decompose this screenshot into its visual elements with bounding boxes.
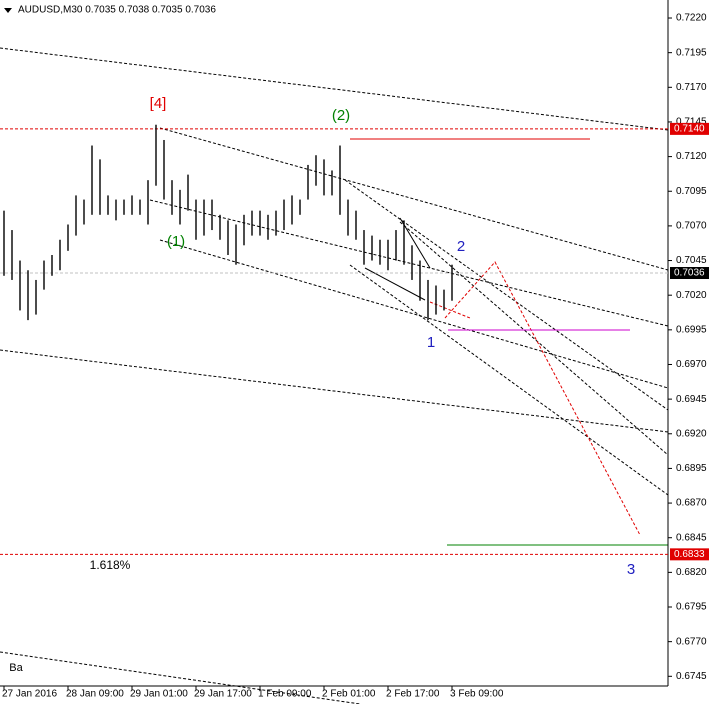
x-tick-label: 29 Jan 01:00 bbox=[130, 689, 188, 700]
trend-line bbox=[159, 127, 669, 271]
price-label-box bbox=[670, 267, 709, 280]
projection-line bbox=[444, 261, 641, 536]
y-tick-label: 0.6920 bbox=[676, 428, 707, 439]
price-label-box bbox=[670, 548, 709, 561]
trend-line bbox=[159, 239, 669, 389]
trend-line bbox=[344, 179, 669, 411]
wave-label: Ba bbox=[9, 662, 23, 674]
x-tick-label: 2 Feb 17:00 bbox=[386, 689, 440, 700]
y-tick-label: 0.6870 bbox=[676, 498, 707, 509]
y-tick-label: 0.7020 bbox=[676, 290, 707, 301]
wave-line bbox=[399, 217, 431, 269]
y-tick-label: 0.7220 bbox=[676, 13, 707, 24]
price-label: 0.7036 bbox=[674, 268, 705, 279]
x-tick-label: 2 Feb 01:00 bbox=[322, 689, 376, 700]
wave-label: 2 bbox=[457, 238, 465, 255]
trend-line bbox=[349, 264, 669, 496]
y-tick-label: 0.6895 bbox=[676, 463, 707, 474]
trend-line bbox=[149, 199, 669, 327]
y-tick-label: 0.7145 bbox=[676, 117, 707, 128]
trend-line bbox=[0, 651, 361, 705]
price-label-box bbox=[670, 122, 709, 135]
y-tick-label: 0.7195 bbox=[676, 47, 707, 58]
trend-line bbox=[0, 349, 669, 433]
wave-label: 1.618% bbox=[90, 558, 131, 572]
y-tick-label: 0.6795 bbox=[676, 602, 707, 613]
menu-icon bbox=[4, 8, 12, 13]
x-tick-label: 1 Feb 09:00 bbox=[258, 689, 312, 700]
wave-label: 3 bbox=[627, 561, 635, 578]
y-tick-label: 0.6945 bbox=[676, 394, 707, 405]
y-tick-label: 0.7045 bbox=[676, 255, 707, 266]
y-tick-label: 0.6970 bbox=[676, 359, 707, 370]
wave-label: 1 bbox=[427, 334, 435, 351]
trend-line bbox=[0, 47, 669, 131]
wave-label: (2) bbox=[332, 107, 350, 124]
price-label: 0.7140 bbox=[674, 124, 705, 135]
x-tick-label: 3 Feb 09:00 bbox=[450, 689, 504, 700]
x-tick-label: 29 Jan 17:00 bbox=[194, 689, 252, 700]
x-tick-label: 27 Jan 2016 bbox=[2, 689, 57, 700]
y-tick-label: 0.6770 bbox=[676, 636, 707, 647]
x-tick-label: 28 Jan 09:00 bbox=[66, 689, 124, 700]
wave-label: [4] bbox=[150, 95, 167, 112]
price-label: 0.6833 bbox=[674, 549, 705, 560]
trend-line bbox=[399, 221, 669, 456]
chart-title: AUDUSD,M30 0.7035 0.7038 0.7035 0.7036 bbox=[18, 5, 216, 16]
y-tick-label: 0.6995 bbox=[676, 324, 707, 335]
y-tick-label: 0.6745 bbox=[676, 671, 707, 682]
y-tick-label: 0.7095 bbox=[676, 186, 707, 197]
y-tick-label: 0.6820 bbox=[676, 567, 707, 578]
wave-label: (1) bbox=[167, 233, 185, 250]
y-tick-label: 0.7120 bbox=[676, 151, 707, 162]
y-tick-label: 0.6845 bbox=[676, 532, 707, 543]
drawing-objects bbox=[0, 47, 669, 705]
y-tick-label: 0.7170 bbox=[676, 82, 707, 93]
y-tick-label: 0.7070 bbox=[676, 221, 707, 232]
